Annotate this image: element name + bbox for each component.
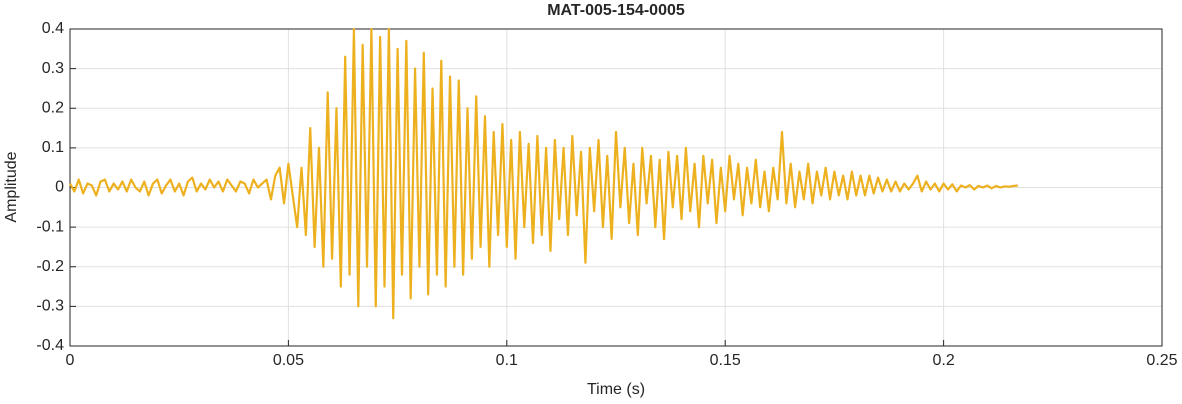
x-tick-label: 0.15 (710, 352, 741, 369)
y-tick-label: 0.4 (42, 20, 64, 37)
x-tick-label: 0 (66, 352, 75, 369)
x-tick-label: 0.1 (496, 352, 518, 369)
x-tick-label: 0.25 (1146, 352, 1177, 369)
x-tick-label: 0.05 (273, 352, 304, 369)
y-axis-label: Amplitude (3, 151, 20, 222)
y-tick-label: 0.1 (42, 139, 64, 156)
x-tick-label: 0.2 (932, 352, 954, 369)
y-tick-label: -0.2 (36, 258, 64, 275)
y-tick-label: -0.1 (36, 218, 64, 235)
series-line (69, 27, 1018, 320)
y-tick-label: 0.3 (42, 60, 64, 77)
y-tick-label: -0.4 (36, 337, 64, 354)
chart-title: MAT-005-154-0005 (547, 2, 685, 19)
y-tick-label: 0 (55, 179, 64, 196)
y-tick-label: -0.3 (36, 298, 64, 315)
axes-box (69, 28, 1163, 347)
y-tick-label: 0.2 (42, 99, 64, 116)
x-axis-label: Time (s) (587, 381, 645, 398)
